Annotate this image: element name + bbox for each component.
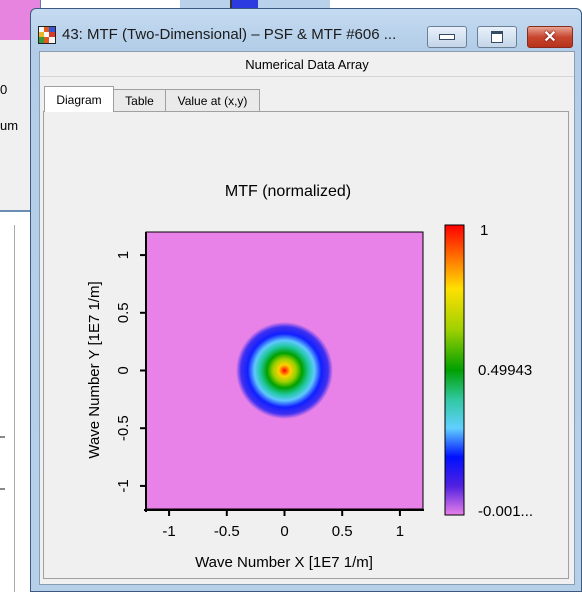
x-axis-ticks: -1 -0.5 0 0.5 1 bbox=[162, 510, 404, 540]
x-tick-label: -0.5 bbox=[214, 523, 240, 540]
background-window-top bbox=[180, 0, 330, 8]
background-divider bbox=[14, 225, 15, 592]
y-tick-label: 0 bbox=[115, 366, 132, 374]
x-tick-label: -1 bbox=[162, 523, 175, 540]
diagram-panel: MTF (normalized) -1 -0.5 0 0.5 1 -1 -0.5 0 0.5 1… bbox=[43, 111, 569, 579]
x-tick-label: 0 bbox=[280, 523, 288, 540]
maximize-button[interactable] bbox=[477, 26, 517, 48]
minimize-button[interactable] bbox=[427, 26, 467, 48]
background-text-fragment: um bbox=[0, 118, 19, 133]
close-button[interactable]: ✕ bbox=[527, 26, 573, 48]
minimize-icon bbox=[439, 34, 455, 40]
y-tick-label: -1 bbox=[115, 479, 132, 492]
tab-table[interactable]: Table bbox=[113, 89, 166, 111]
app-icon bbox=[38, 26, 56, 44]
background-tick bbox=[0, 488, 5, 490]
background-tick bbox=[0, 436, 5, 438]
y-tick-label: 0.5 bbox=[115, 302, 132, 323]
background-text-fragment: 0 bbox=[0, 82, 8, 97]
tab-value-at-xy[interactable]: Value at (x,y) bbox=[165, 89, 260, 111]
colorbar-min-label: -0.001... bbox=[478, 503, 533, 520]
mtf-window[interactable]: 43: MTF (Two-Dimensional) – PSF & MTF #6… bbox=[30, 8, 582, 592]
colorbar-mid-label: 0.49943 bbox=[478, 362, 532, 379]
maximize-icon bbox=[491, 31, 503, 43]
y-axis-ticks: -1 -0.5 0 0.5 1 bbox=[115, 251, 146, 493]
title-bar[interactable]: 43: MTF (Two-Dimensional) – PSF & MTF #6… bbox=[31, 9, 581, 51]
colorbar-max-label: 1 bbox=[480, 222, 488, 239]
x-axis-label: Wave Number X [1E7 1/m] bbox=[195, 554, 373, 571]
section-header: Numerical Data Array bbox=[40, 52, 574, 77]
y-tick-label: -0.5 bbox=[115, 415, 132, 441]
window-client-area: Numerical Data Array Diagram Table Value… bbox=[39, 51, 575, 585]
x-tick-label: 0.5 bbox=[332, 523, 353, 540]
tab-diagram[interactable]: Diagram bbox=[44, 86, 114, 112]
mtf-peak bbox=[236, 322, 333, 419]
chart-title: MTF (normalized) bbox=[225, 183, 351, 200]
colorbar bbox=[444, 224, 465, 516]
y-tick-label: 1 bbox=[115, 251, 132, 259]
close-icon: ✕ bbox=[543, 29, 557, 46]
y-axis-label: Wave Number Y [1E7 1/m] bbox=[86, 281, 103, 458]
x-tick-label: 1 bbox=[396, 523, 404, 540]
mtf-chart: MTF (normalized) -1 -0.5 0 0.5 1 -1 -0.5 0 0.5 1… bbox=[86, 183, 533, 571]
window-title: 43: MTF (Two-Dimensional) – PSF & MTF #6… bbox=[62, 26, 397, 43]
